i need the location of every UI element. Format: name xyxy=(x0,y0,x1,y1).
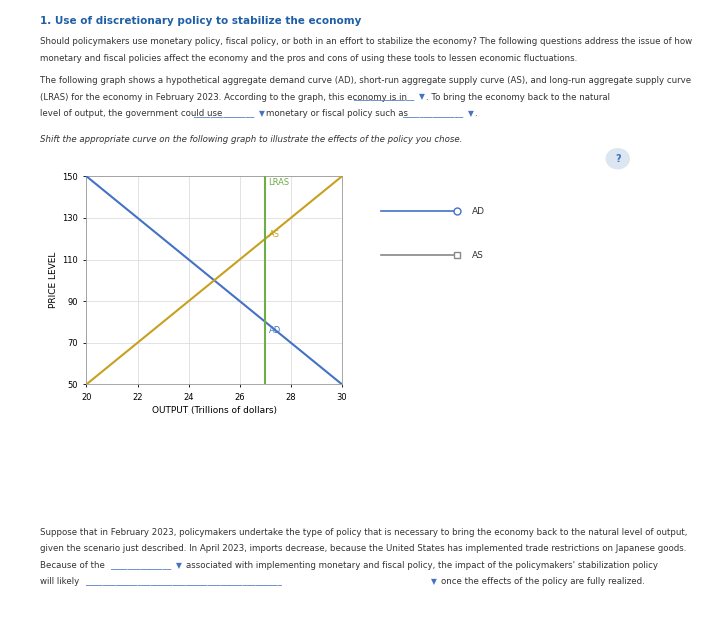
Text: AD: AD xyxy=(472,206,485,216)
Text: ______________: ______________ xyxy=(193,109,254,118)
Text: _____________________________________________: ________________________________________… xyxy=(85,577,282,586)
Circle shape xyxy=(606,149,629,169)
Text: Should policymakers use monetary policy, fiscal policy, or both in an effort to : Should policymakers use monetary policy,… xyxy=(40,38,692,46)
Text: Suppose that in February 2023, policymakers undertake the type of policy that is: Suppose that in February 2023, policymak… xyxy=(40,528,687,537)
Text: AS: AS xyxy=(269,230,280,239)
Text: once the effects of the policy are fully realized.: once the effects of the policy are fully… xyxy=(441,577,644,586)
Text: ▼: ▼ xyxy=(431,577,436,586)
Text: ▼: ▼ xyxy=(176,561,182,569)
Text: ?: ? xyxy=(615,154,621,164)
Y-axis label: PRICE LEVEL: PRICE LEVEL xyxy=(49,252,58,309)
Text: will likely: will likely xyxy=(40,577,79,586)
Text: level of output, the government could use: level of output, the government could us… xyxy=(40,109,222,118)
Text: (LRAS) for the economy in February 2023. According to the graph, this economy is: (LRAS) for the economy in February 2023.… xyxy=(40,92,407,101)
Text: LRAS: LRAS xyxy=(268,178,289,187)
Text: ______________: ______________ xyxy=(402,109,463,118)
Text: monetary or fiscal policy such as: monetary or fiscal policy such as xyxy=(266,109,408,118)
Text: . To bring the economy back to the natural: . To bring the economy back to the natur… xyxy=(426,92,611,101)
Text: ______________: ______________ xyxy=(110,561,171,569)
Text: .: . xyxy=(474,109,477,118)
Text: ▼: ▼ xyxy=(468,109,474,118)
Text: Shift the appropriate curve on the following graph to illustrate the effects of : Shift the appropriate curve on the follo… xyxy=(40,135,462,144)
Text: monetary and fiscal policies affect the economy and the pros and cons of using t: monetary and fiscal policies affect the … xyxy=(40,54,577,62)
Text: Because of the: Because of the xyxy=(40,561,104,569)
Text: ______________: ______________ xyxy=(353,92,414,101)
Text: AS: AS xyxy=(472,251,483,260)
Text: ▼: ▼ xyxy=(419,92,425,101)
Text: given the scenario just described. In April 2023, imports decrease, because the : given the scenario just described. In Ap… xyxy=(40,544,686,553)
Text: 1. Use of discretionary policy to stabilize the economy: 1. Use of discretionary policy to stabil… xyxy=(40,16,361,26)
Text: associated with implementing monetary and fiscal policy, the impact of the polic: associated with implementing monetary an… xyxy=(186,561,658,569)
X-axis label: OUTPUT (Trillions of dollars): OUTPUT (Trillions of dollars) xyxy=(152,406,276,415)
Text: AD: AD xyxy=(269,326,282,335)
Text: The following graph shows a hypothetical aggregate demand curve (AD), short-run : The following graph shows a hypothetical… xyxy=(40,76,690,85)
Text: ▼: ▼ xyxy=(259,109,265,118)
